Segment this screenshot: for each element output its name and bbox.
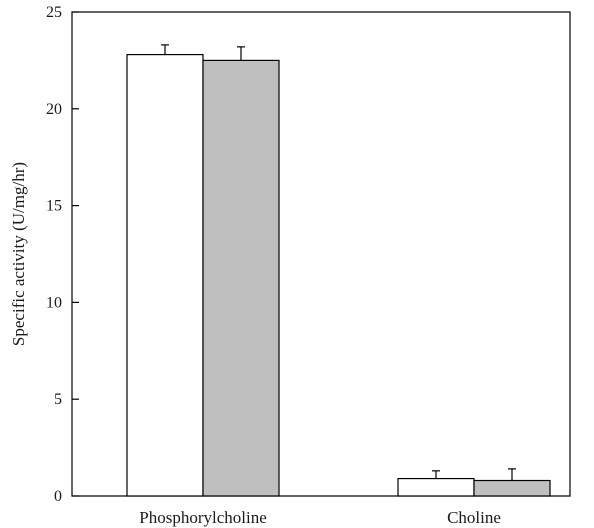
x-category-label: Phosphorylcholine xyxy=(139,508,267,527)
y-tick-label: 25 xyxy=(46,4,62,21)
y-tick-label: 10 xyxy=(46,294,62,311)
x-category-label: Choline xyxy=(447,508,501,527)
y-tick-label: 15 xyxy=(46,198,62,215)
y-tick-label: 5 xyxy=(54,391,62,408)
error-bars-layer xyxy=(161,44,516,481)
x-axis-categories: Phosphorylcholine Choline xyxy=(139,508,501,527)
y-axis-ticks: 0 5 10 15 20 25 xyxy=(46,4,79,505)
y-axis-title: Specific activity (U/mg/hr) xyxy=(9,162,28,346)
bar xyxy=(473,479,551,497)
bar xyxy=(126,53,204,497)
plot-frame xyxy=(71,11,571,497)
bar xyxy=(397,477,475,497)
bars-layer xyxy=(126,53,551,497)
y-tick-label: 0 xyxy=(54,488,62,505)
y-tick-label: 20 xyxy=(46,101,62,118)
bar xyxy=(202,59,280,497)
